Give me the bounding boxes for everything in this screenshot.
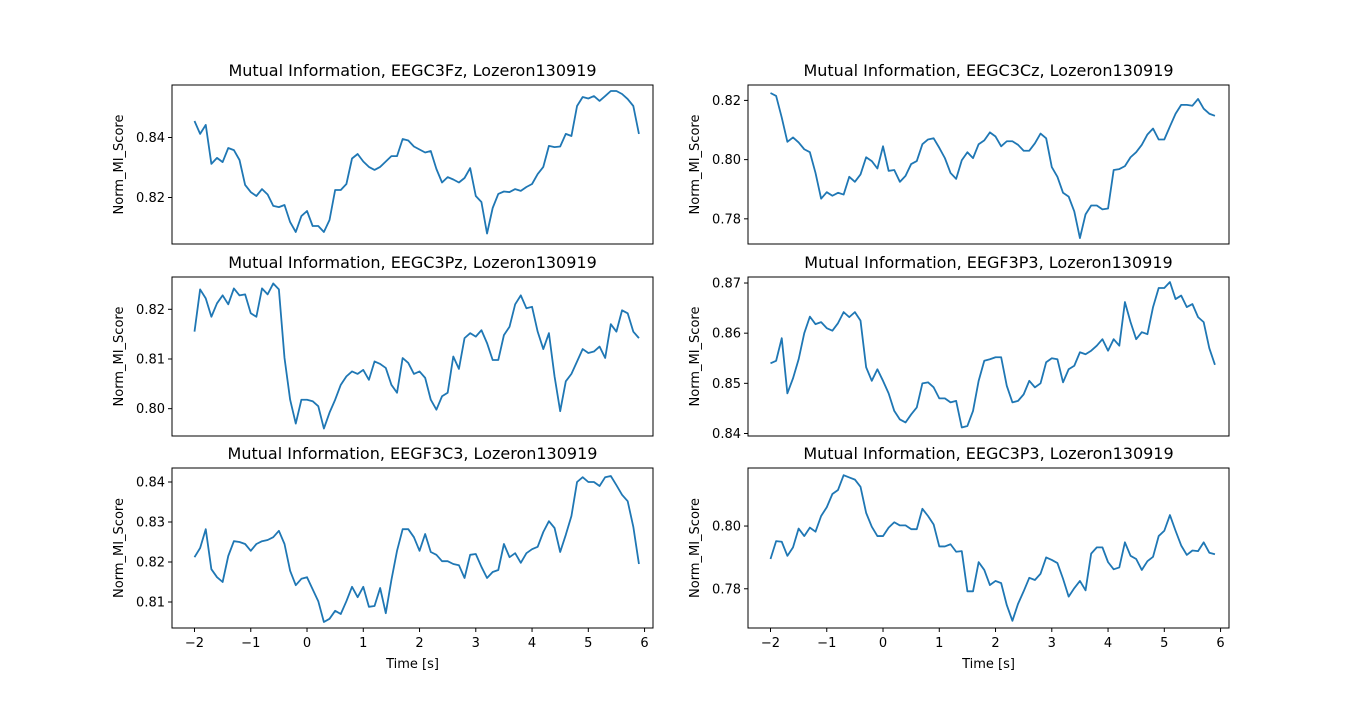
y-tick-label: 0.82 bbox=[712, 94, 741, 109]
axes-frame bbox=[747, 467, 1230, 629]
x-tick-label: −2 bbox=[185, 636, 204, 651]
y-tick-label: 0.82 bbox=[136, 191, 165, 206]
x-tick-label: −1 bbox=[817, 636, 836, 651]
y-tick-label: 0.84 bbox=[136, 476, 165, 491]
y-tick-label: 0.85 bbox=[712, 377, 741, 392]
subplot-title: Mutual Information, EEGC3Cz, Lozeron1309… bbox=[803, 61, 1173, 80]
y-tick-label: 0.87 bbox=[712, 277, 741, 292]
axes-frame bbox=[171, 84, 654, 245]
subplot: Mutual Information, EEGC3Pz, Lozeron1309… bbox=[112, 253, 654, 437]
subplot-title: Mutual Information, EEGC3Fz, Lozeron1309… bbox=[228, 61, 596, 80]
y-axis-label: Norm_MI_Score bbox=[112, 115, 127, 215]
y-tick-label: 0.78 bbox=[712, 582, 741, 597]
subplot-title: Mutual Information, EEGF3P3, Lozeron1309… bbox=[804, 253, 1172, 272]
x-tick-label: 6 bbox=[640, 636, 648, 651]
series-line bbox=[193, 282, 640, 430]
subplot: Mutual Information, EEGC3P3, Lozeron1309… bbox=[688, 444, 1230, 672]
axes-frame bbox=[171, 467, 654, 629]
x-tick-label: 6 bbox=[1216, 636, 1224, 651]
x-tick-label: 5 bbox=[1160, 636, 1168, 651]
y-tick-label: 0.81 bbox=[136, 352, 165, 367]
x-tick-label: 0 bbox=[879, 636, 887, 651]
x-tick-label: 0 bbox=[303, 636, 311, 651]
x-tick-label: 3 bbox=[472, 636, 480, 651]
y-axis-label: Norm_MI_Score bbox=[688, 307, 703, 407]
x-tick-label: 1 bbox=[359, 636, 367, 651]
y-tick-label: 0.82 bbox=[136, 303, 165, 318]
y-tick-label: 0.83 bbox=[136, 516, 165, 531]
subplot-title: Mutual Information, EEGC3P3, Lozeron1309… bbox=[803, 444, 1173, 463]
subplot: Mutual Information, EEGC3Fz, Lozeron1309… bbox=[112, 61, 654, 245]
y-tick-label: 0.82 bbox=[136, 556, 165, 571]
series-line bbox=[769, 474, 1216, 622]
series-line bbox=[193, 475, 640, 623]
x-tick-label: 2 bbox=[991, 636, 999, 651]
y-axis-label: Norm_MI_Score bbox=[112, 307, 127, 407]
y-tick-label: 0.80 bbox=[712, 153, 741, 168]
axes-frame bbox=[747, 84, 1230, 245]
x-tick-label: 5 bbox=[584, 636, 592, 651]
series-line bbox=[193, 90, 640, 235]
subplot: Mutual Information, EEGF3P3, Lozeron1309… bbox=[688, 253, 1230, 442]
subplot-title: Mutual Information, EEGF3C3, Lozeron1309… bbox=[228, 444, 598, 463]
y-tick-label: 0.86 bbox=[712, 327, 741, 342]
x-axis-label: Time [s] bbox=[385, 657, 439, 672]
x-tick-label: 2 bbox=[415, 636, 423, 651]
y-tick-label: 0.78 bbox=[712, 212, 741, 227]
axes-frame bbox=[171, 276, 654, 437]
y-axis-label: Norm_MI_Score bbox=[112, 498, 127, 598]
x-tick-label: 4 bbox=[1104, 636, 1112, 651]
x-axis-label: Time [s] bbox=[961, 657, 1015, 672]
y-tick-label: 0.84 bbox=[712, 427, 741, 442]
y-tick-label: 0.80 bbox=[712, 520, 741, 535]
x-tick-label: 3 bbox=[1048, 636, 1056, 651]
y-tick-label: 0.81 bbox=[136, 596, 165, 611]
y-axis-label: Norm_MI_Score bbox=[688, 115, 703, 215]
subplot-title: Mutual Information, EEGC3Pz, Lozeron1309… bbox=[228, 253, 597, 272]
series-line bbox=[770, 92, 1216, 239]
x-tick-label: −1 bbox=[241, 636, 260, 651]
y-tick-label: 0.80 bbox=[136, 402, 165, 417]
series-line bbox=[770, 281, 1216, 429]
x-tick-label: 1 bbox=[935, 636, 943, 651]
subplot: Mutual Information, EEGC3Cz, Lozeron1309… bbox=[688, 61, 1230, 245]
x-tick-label: 4 bbox=[528, 636, 536, 651]
x-tick-label: −2 bbox=[761, 636, 780, 651]
y-tick-label: 0.84 bbox=[136, 131, 165, 146]
axes-frame bbox=[747, 276, 1230, 437]
y-axis-label: Norm_MI_Score bbox=[688, 498, 703, 598]
subplot: Mutual Information, EEGF3C3, Lozeron1309… bbox=[112, 444, 654, 672]
